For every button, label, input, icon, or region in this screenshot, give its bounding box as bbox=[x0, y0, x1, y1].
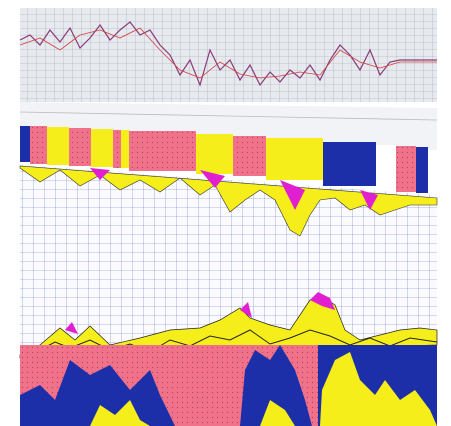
grid-track bbox=[20, 165, 437, 345]
lower-fill bbox=[19, 294, 438, 359]
top-curve bbox=[19, 21, 437, 87]
bottom-blue bbox=[20, 360, 175, 426]
strip-seg bbox=[196, 134, 233, 174]
strip-seg bbox=[113, 130, 121, 168]
strip-seg bbox=[30, 126, 47, 164]
strip-seg bbox=[396, 146, 416, 192]
band-line bbox=[19, 111, 438, 121]
strip-seg bbox=[69, 128, 91, 166]
lower-curve bbox=[19, 329, 438, 359]
strip-seg bbox=[91, 129, 113, 167]
strip-seg bbox=[416, 147, 428, 193]
strip-seg bbox=[323, 142, 376, 186]
color-strip bbox=[20, 126, 428, 193]
top-track bbox=[20, 8, 437, 102]
strip-seg bbox=[266, 138, 323, 180]
bottom-yellow bbox=[320, 352, 437, 426]
top-curve-2 bbox=[19, 27, 437, 79]
strip-seg bbox=[376, 145, 396, 190]
strip-seg bbox=[121, 130, 129, 168]
bottom-blue bbox=[240, 345, 312, 426]
bottom-yellow bbox=[90, 400, 295, 426]
strip-seg bbox=[129, 131, 196, 171]
strip-seg bbox=[20, 126, 30, 162]
strip-seg bbox=[47, 127, 69, 165]
upper-fill bbox=[19, 165, 438, 237]
strip-seg bbox=[233, 136, 266, 176]
